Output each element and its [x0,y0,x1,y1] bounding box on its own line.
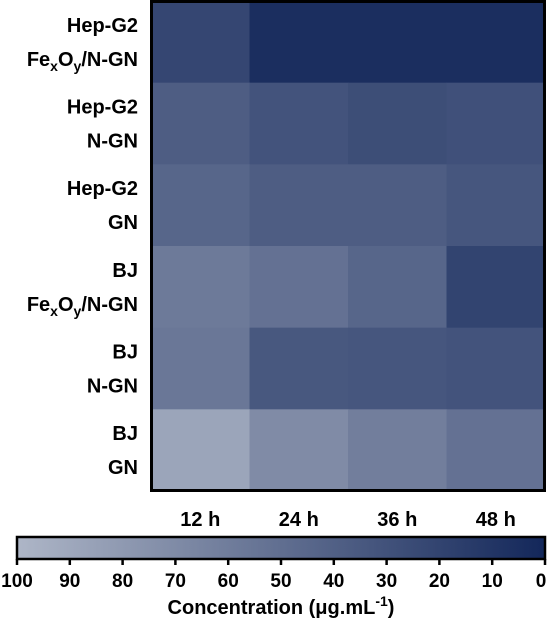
heatmap-cell [151,82,251,165]
heatmap-cell [348,82,448,165]
row-label-text: GN [108,457,138,479]
column-label: 12 h [180,509,220,531]
colorbar-tick-label: 70 [165,571,186,592]
row-label-line2: FexOy/N-GN [27,49,138,74]
colorbar-tick-label: 20 [429,571,450,592]
row-label-line1: BJ [112,260,138,282]
column-label: 24 h [279,509,319,531]
heatmap-cell [348,246,448,329]
column-labels: 12 h 24 h 36 h 48 h [180,509,516,531]
row-label-line1: BJ [112,423,138,445]
row-label-line1: Hep-G2 [67,178,138,200]
row-label-line2: FexOy/N-GN [27,294,138,319]
heatmap-cell [151,409,251,492]
colorbar-tick-label: 10 [482,571,503,592]
row-label-line1: Hep-G2 [67,97,138,119]
row-label-line2: GN [108,212,138,234]
row-label-text: O [58,49,74,71]
row-labels: Hep-G2FexOy/N-GNHep-G2N-GNHep-G2GNBJFexO… [27,15,138,479]
row-label-text: GN [108,212,138,234]
colorbar-tick-label: 30 [376,571,397,592]
heatmap-cells [151,1,546,492]
heatmap-cell [151,164,251,247]
heatmap-cell [151,246,251,329]
row-label-line1: BJ [112,342,138,364]
column-label: 36 h [377,509,417,531]
colorbar-tick-label: 40 [323,571,344,592]
row-label-text: /N-GN [81,49,138,71]
colorbar-tick-label: 80 [112,571,133,592]
heatmap-cell [446,164,546,247]
heatmap-cell [249,327,349,410]
colorbar-title: Concentration (μg.mL-1) [168,593,395,619]
row-label-text: Fe [27,49,50,71]
row-label-text: O [58,294,74,316]
heatmap-cell [446,82,546,165]
row-label-text: N-GN [87,376,138,398]
heatmap-cell [151,327,251,410]
row-label-text: N-GN [87,131,138,153]
row-label-line1: Hep-G2 [67,15,138,37]
row-label-subscript: x [50,58,58,74]
colorbar-tick-label: 100 [1,571,33,592]
colorbar-title-superscript: -1 [375,593,388,609]
row-label-text: Fe [27,294,50,316]
heatmap-cell [249,409,349,492]
heatmap-cell [446,409,546,492]
colorbar-tick-label: 0 [536,571,547,592]
heatmap-cell [348,409,448,492]
heatmap-cell [249,164,349,247]
heatmap-cell [446,327,546,410]
row-label-text: /N-GN [81,294,138,316]
row-label-subscript: x [50,303,58,319]
colorbar-ticks: 100 90 80 70 60 50 40 30 20 10 0 [1,559,546,592]
colorbar [15,535,547,561]
row-label-line2: GN [108,457,138,479]
heatmap-cell [348,164,448,247]
heatmap-cell [446,246,546,329]
column-label: 48 h [476,509,516,531]
heatmap-cell [446,1,546,84]
row-label-subscript: y [74,303,82,319]
colorbar-tick-label: 60 [218,571,239,592]
heatmap-frame [150,0,546,492]
colorbar-tick-label: 90 [59,571,80,592]
heatmap-cell [348,1,448,84]
row-label-line2: N-GN [87,376,138,398]
colorbar-title-text: Concentration (μg.mL [168,597,376,619]
heatmap-cell [348,327,448,410]
heatmap-cell [249,246,349,329]
colorbar-title-close: ) [388,597,395,619]
heatmap-cell [151,1,251,84]
row-label-subscript: y [74,58,82,74]
heatmap-cell [249,1,349,84]
row-label-line2: N-GN [87,131,138,153]
colorbar-tick-label: 50 [270,571,291,592]
heatmap-cell [249,82,349,165]
